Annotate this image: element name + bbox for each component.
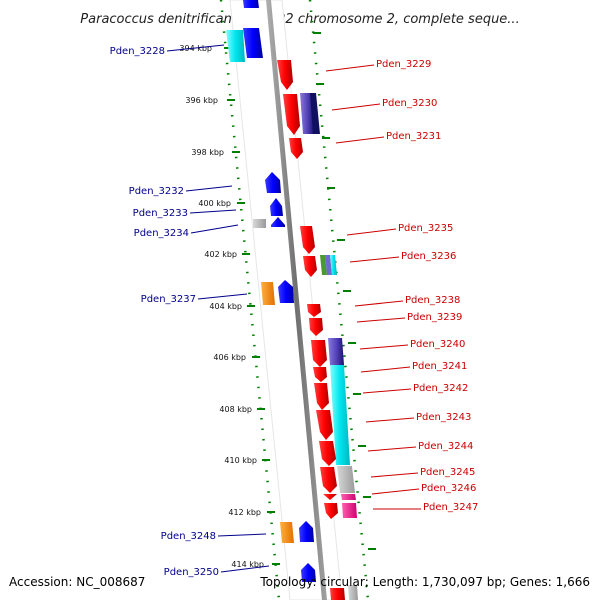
- kbp-tick-label: 408 kbp: [219, 405, 252, 414]
- ring-ticks: [224, 32, 376, 565]
- gene-arrow-right[interactable]: [324, 503, 338, 519]
- gene-arrow-right[interactable]: [277, 60, 293, 90]
- gene-label[interactable]: Pden_3236: [401, 251, 456, 262]
- gene-arrow-right[interactable]: [303, 256, 317, 277]
- gene-label[interactable]: Pden_3240: [410, 339, 465, 350]
- gene-block[interactable]: [342, 503, 357, 518]
- gene-block[interactable]: [337, 466, 355, 493]
- gene-label[interactable]: Pden_3244: [418, 441, 473, 452]
- gene-label[interactable]: Pden_3246: [421, 483, 476, 494]
- gene-arrow-left[interactable]: [301, 563, 316, 582]
- gene-arrow-right[interactable]: [311, 340, 327, 367]
- gene-block[interactable]: [348, 585, 358, 600]
- topology-text: Topology: circular; Length: 1,730,097 bp…: [259, 575, 590, 589]
- gene-arrow-right[interactable]: [289, 138, 303, 159]
- gene-label[interactable]: Pden_3230: [382, 98, 437, 109]
- gene-arrow-right[interactable]: [316, 410, 333, 440]
- gene-label[interactable]: Pden_3232: [129, 186, 184, 197]
- gene-arrow-right[interactable]: [323, 494, 337, 500]
- gene-arrow-right[interactable]: [314, 383, 329, 410]
- gene-block[interactable]: [261, 282, 275, 305]
- gene-arrow-left[interactable]: [265, 172, 281, 193]
- gene-block[interactable]: [310, 93, 320, 134]
- gene-block[interactable]: [243, 0, 259, 8]
- gene-arrow-left[interactable]: [299, 521, 314, 542]
- gene-arrow-right[interactable]: [309, 318, 323, 336]
- kbp-tick-label: 396 kbp: [185, 96, 218, 105]
- gene-label[interactable]: Pden_3250: [164, 567, 219, 578]
- gene-arrow-right[interactable]: [319, 441, 336, 466]
- gene-block[interactable]: [243, 28, 263, 58]
- forward-strand-features: [277, 60, 358, 600]
- gene-arrow-right[interactable]: [330, 588, 345, 600]
- right-gene-labels: Pden_3229 Pden_3230 Pden_3231 Pden_3235 …: [325, 59, 478, 513]
- gene-label[interactable]: Pden_3233: [133, 208, 188, 219]
- gene-arrow-left[interactable]: [270, 198, 283, 216]
- gene-label[interactable]: Pden_3234: [134, 228, 189, 239]
- gene-block[interactable]: [330, 255, 337, 275]
- gene-arrow-right[interactable]: [300, 226, 315, 254]
- gene-arrow-right[interactable]: [313, 367, 327, 382]
- map-title: Paracoccus denitrificans PD1222 chromoso…: [80, 12, 519, 27]
- gene-label[interactable]: Pden_3245: [420, 467, 475, 478]
- gene-label[interactable]: Pden_3237: [141, 294, 196, 305]
- gene-block[interactable]: [280, 522, 294, 543]
- gene-label[interactable]: Pden_3235: [398, 223, 453, 234]
- gene-arrow-left[interactable]: [271, 217, 285, 227]
- kbp-tick-label: 412 kbp: [228, 508, 261, 517]
- accession-text: Accession: NC_008687: [9, 575, 145, 589]
- gene-label[interactable]: Pden_3228: [110, 46, 165, 57]
- gene-block[interactable]: [253, 219, 266, 228]
- gene-block[interactable]: [325, 255, 332, 275]
- kbp-tick-label: 400 kbp: [198, 199, 231, 208]
- gene-label[interactable]: Pden_3231: [386, 131, 441, 142]
- kbp-tick-label: 402 kbp: [204, 250, 237, 259]
- gene-label[interactable]: Pden_3239: [407, 312, 462, 323]
- kbp-tick-label: 410 kbp: [224, 456, 257, 465]
- gene-block[interactable]: [320, 255, 327, 275]
- gene-label[interactable]: Pden_3247: [423, 502, 478, 513]
- backbone-line: [266, 0, 327, 600]
- gene-block[interactable]: [300, 93, 314, 134]
- gene-label[interactable]: Pden_3248: [161, 531, 216, 542]
- gene-label[interactable]: Pden_3243: [416, 412, 471, 423]
- gene-label[interactable]: Pden_3241: [412, 361, 467, 372]
- gene-label[interactable]: Pden_3238: [405, 295, 460, 306]
- gene-arrow-right[interactable]: [307, 304, 321, 317]
- kbp-tick-labels: 394 kbp 396 kbp 398 kbp 400 kbp 402 kbp …: [179, 44, 264, 569]
- reverse-strand-features: [226, 0, 316, 582]
- left-gene-labels: Pden_3228 Pden_3232 Pden_3233 Pden_3234 …: [110, 44, 270, 578]
- kbp-tick-label: 414 kbp: [231, 560, 264, 569]
- gene-block[interactable]: [330, 365, 350, 465]
- gene-block[interactable]: [226, 30, 245, 62]
- gene-label[interactable]: Pden_3242: [413, 383, 468, 394]
- gene-arrow-left[interactable]: [278, 280, 294, 303]
- kbp-tick-label: 394 kbp: [179, 44, 212, 53]
- kbp-tick-label: 404 kbp: [209, 302, 242, 311]
- kbp-tick-label: 406 kbp: [213, 353, 246, 362]
- gene-arrow-right[interactable]: [283, 94, 300, 135]
- kbp-tick-label: 398 kbp: [191, 148, 224, 157]
- gene-block[interactable]: [328, 338, 344, 365]
- gene-arrow-right[interactable]: [320, 467, 337, 493]
- gene-block[interactable]: [341, 494, 356, 500]
- gene-label[interactable]: Pden_3229: [376, 59, 431, 70]
